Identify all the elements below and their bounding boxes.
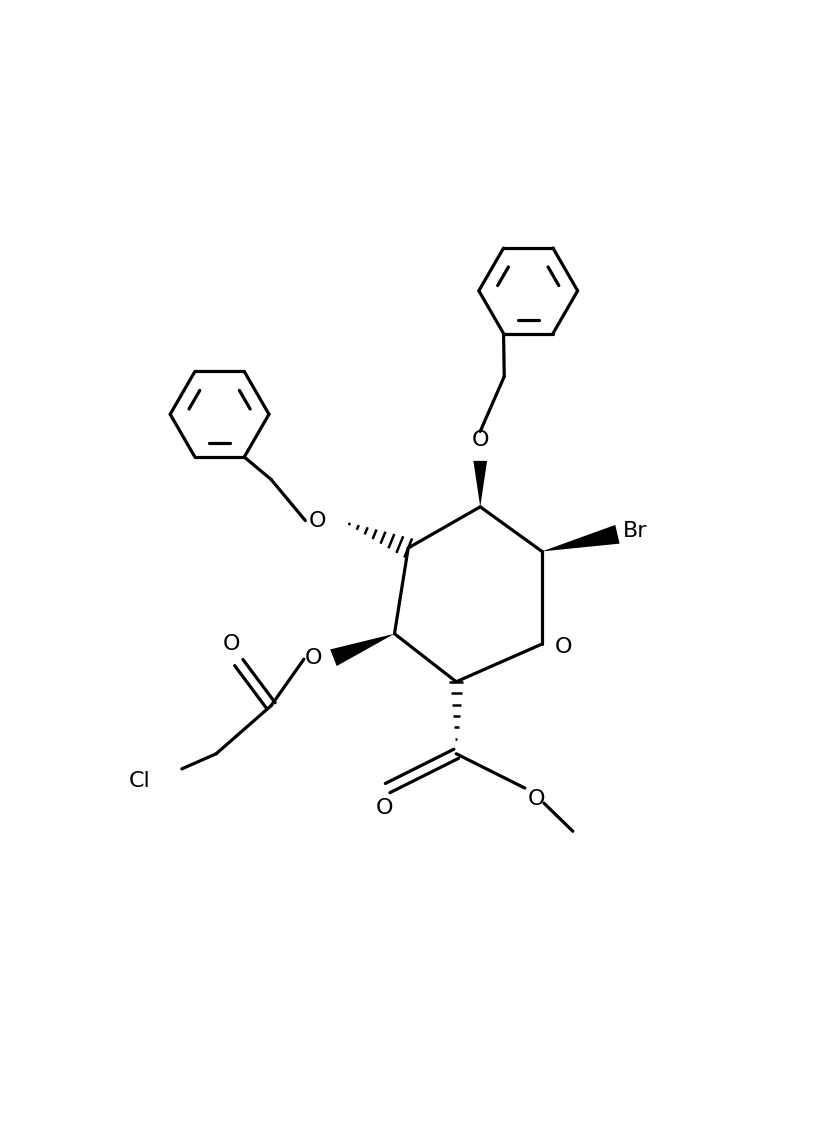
Text: Br: Br <box>622 521 646 541</box>
Text: O: O <box>528 789 545 810</box>
Text: O: O <box>553 637 571 658</box>
Text: O: O <box>304 648 322 668</box>
Text: O: O <box>471 430 488 450</box>
Text: O: O <box>223 634 241 654</box>
Polygon shape <box>329 634 394 666</box>
Polygon shape <box>542 525 619 551</box>
Text: O: O <box>308 510 325 531</box>
Text: O: O <box>375 799 392 818</box>
Text: Cl: Cl <box>129 771 150 792</box>
Polygon shape <box>473 461 487 507</box>
